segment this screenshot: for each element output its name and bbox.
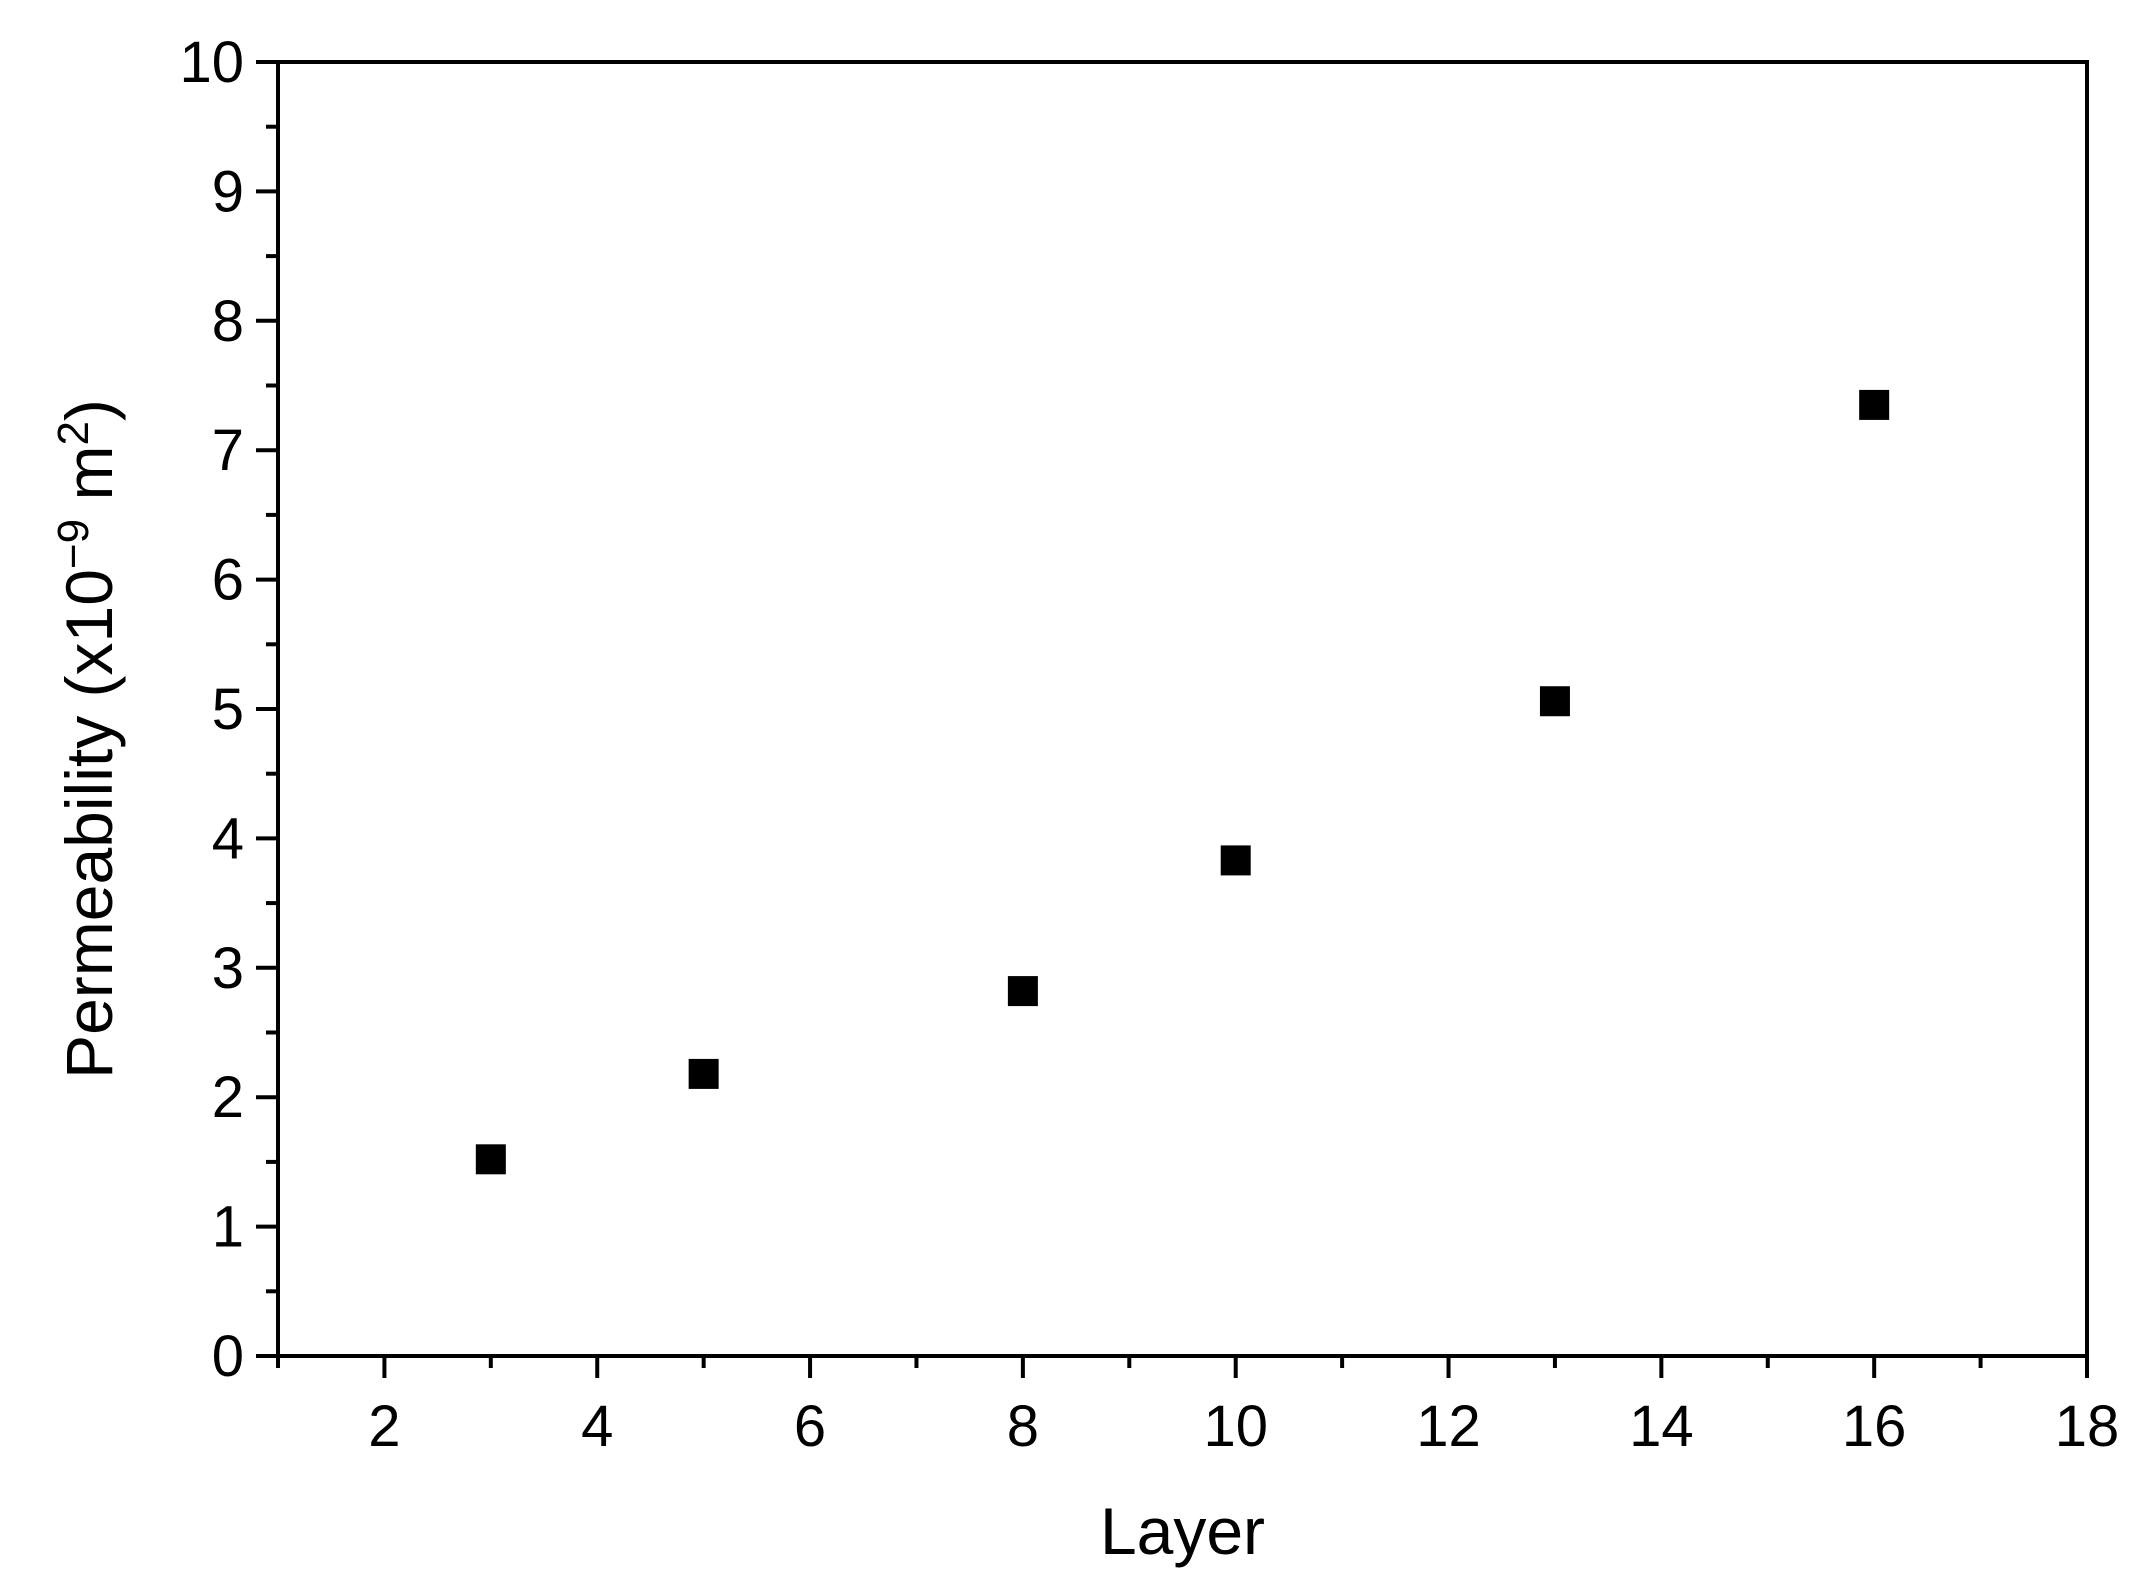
y-tick-label: 7 [212,418,244,483]
data-point-square [1007,976,1038,1007]
y-axis-title: Permeability (x10−9 m2) [49,399,127,1079]
x-tick-label: 16 [1842,1394,1907,1459]
y-axis-tick-labels: 0 1 2 3 4 5 6 7 8 9 10 [179,30,244,1389]
x-tick-label: 6 [794,1394,826,1459]
y-axis-title-unit-exponent: 2 [49,421,98,445]
plot-frame [276,60,2089,1358]
x-axis-tick-labels: 2 4 6 8 10 12 14 16 18 [368,1394,2119,1459]
y-tick-label: 9 [212,159,244,224]
data-point-square [1539,686,1570,717]
data-point-square [1220,845,1251,876]
y-tick-label: 2 [212,1065,244,1130]
y-tick-label: 10 [179,30,244,95]
y-tick-label: 8 [212,289,244,354]
x-tick-label: 8 [1007,1394,1039,1459]
y-axis-ticks [256,60,278,1358]
y-axis-title-exponent-sign: − [49,543,98,569]
x-tick-label: 12 [1416,1394,1481,1459]
x-tick-label: 14 [1629,1394,1694,1459]
y-tick-label: 0 [212,1324,244,1389]
x-axis-title: Layer [1100,1494,1265,1568]
x-tick-label: 10 [1203,1394,1268,1459]
data-point-square [475,1144,506,1175]
y-axis-title-suffix: ) [52,399,126,421]
y-axis-title-exponent: 9 [49,519,98,543]
plot-frame-group [276,60,2089,1358]
data-points [475,389,1890,1175]
y-axis-title-prefix: Permeability (x10 [52,569,126,1079]
y-tick-label: 6 [212,548,244,613]
x-tick-label: 18 [2055,1394,2120,1459]
x-axis-ticks [276,1356,2089,1378]
y-tick-label: 4 [212,806,244,871]
data-point-square [1859,389,1890,420]
y-tick-label: 1 [212,1195,244,1260]
x-tick-label: 2 [368,1394,400,1459]
x-tick-label: 4 [581,1394,613,1459]
y-axis-title-unit: m [52,446,126,519]
y-tick-label: 3 [212,936,244,1001]
data-point-square [688,1058,719,1089]
y-tick-label: 5 [212,677,244,742]
